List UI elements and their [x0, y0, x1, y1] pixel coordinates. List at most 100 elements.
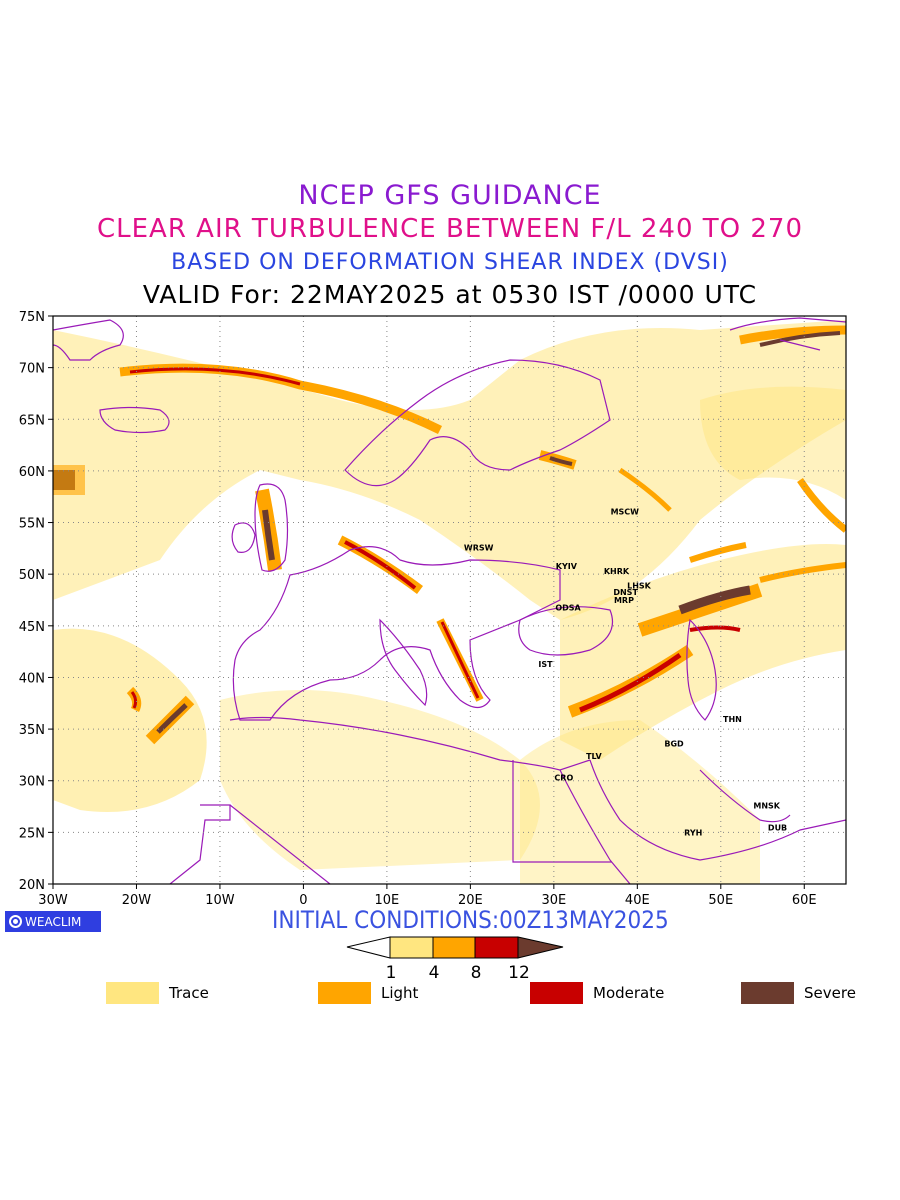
city-label-lhsk: LHSK — [627, 582, 652, 591]
legend-label-severe: Severe — [804, 984, 856, 1002]
red-sea-coast — [559, 769, 631, 884]
lat-lon-grid — [53, 316, 846, 884]
russia-coast — [729, 317, 846, 351]
moderate-streak — [129, 367, 301, 386]
persian-gulf-coast — [699, 769, 791, 823]
trace-area — [520, 720, 760, 884]
city-label-cro: CRO — [554, 774, 573, 783]
trace-area — [700, 386, 846, 500]
lon-tick-label: 10E — [375, 893, 400, 908]
scandinavia-coast — [344, 359, 611, 487]
moderate-streak — [130, 691, 138, 709]
city-label-kyiv: KYIV — [556, 562, 578, 571]
lat-tick-label: 45N — [19, 620, 45, 635]
legend-label-moderate: Moderate — [593, 984, 665, 1002]
city-label-mrp: MRP — [614, 596, 634, 605]
lat-tick-label: 30N — [19, 775, 45, 790]
lat-tick-label: 60N — [19, 465, 45, 480]
lat-tick-label: 65N — [19, 413, 45, 428]
lat-tick-label: 50N — [19, 568, 45, 583]
moderate-streak — [344, 540, 417, 590]
lat-tick-label: 35N — [19, 723, 45, 738]
lon-tick-label: 10W — [205, 893, 235, 908]
colorbar-tick: 4 — [429, 963, 440, 983]
colorbar-tick: 8 — [471, 963, 482, 983]
greenland-coast — [53, 319, 124, 361]
city-label-bgd: BGD — [664, 740, 684, 749]
severe-streak — [156, 703, 188, 734]
city-label-dub: DUB — [768, 823, 787, 832]
italy-coast — [379, 618, 428, 707]
colorbar-tick: 1 — [386, 963, 397, 983]
colorbar-segment-light — [432, 936, 476, 959]
light-streak — [797, 478, 846, 533]
valid-time-label: VALID For: 22MAY2025 at 0530 IST /0000 U… — [142, 280, 758, 309]
severe-streak — [262, 509, 275, 561]
turbulence-field — [53, 320, 846, 884]
chart-subtitle: CLEAR AIR TURBULENCE BETWEEN F/L 240 TO … — [96, 214, 804, 244]
severe-streak — [759, 331, 841, 347]
axis-ticks — [48, 315, 805, 889]
city-label-mnsk: MNSK — [753, 802, 780, 811]
city-label-khrk: KHRK — [604, 567, 630, 576]
lon-tick-label: 30E — [541, 893, 566, 908]
light-streak — [759, 562, 846, 583]
black-sea-coast — [518, 606, 614, 656]
light-streak — [689, 542, 747, 563]
lat-tick-label: 25N — [19, 826, 45, 841]
colorbar-high-arrow — [517, 936, 564, 959]
legend-swatch-severe — [741, 982, 794, 1004]
africa-border — [512, 760, 612, 863]
lat-tick-label: 75N — [19, 310, 45, 325]
trace-area — [560, 544, 846, 760]
weaclim-logo-icon — [9, 915, 22, 928]
city-label-dnst: DNST — [613, 588, 638, 597]
lon-tick-label: 60E — [792, 893, 817, 908]
lon-tick-label: 50E — [708, 893, 733, 908]
city-label-ryh: RYH — [684, 828, 702, 837]
lat-tick-label: 70N — [19, 362, 45, 377]
trace-area — [220, 690, 540, 870]
map-frame — [52, 315, 847, 885]
moderate-streak — [689, 625, 741, 632]
middle-east-coast — [589, 759, 846, 861]
city-label-thn: THN — [723, 715, 742, 724]
legend-swatch-moderate — [530, 982, 583, 1004]
africa-border — [169, 804, 231, 884]
longitude-labels: 30W 20W 10W 0 10E 20E 30E 40E 50E 60E — [38, 893, 816, 908]
lon-tick-label: 20W — [122, 893, 152, 908]
british-isles-coast — [231, 483, 289, 572]
lon-tick-label: 0 — [299, 893, 307, 908]
initial-conditions-label: INITIAL CONDITIONS:00Z13MAY2025 — [272, 906, 669, 934]
trace-area — [53, 320, 846, 620]
lat-tick-label: 40N — [19, 671, 45, 686]
latitude-labels: 75N 70N 65N 60N 55N 50N 45N 40N 35N 30N 25N 20N — [19, 310, 45, 893]
city-label-ist: IST — [538, 660, 553, 669]
colorbar-low-arrow — [346, 936, 391, 959]
lon-tick-label: 20E — [458, 893, 483, 908]
severe-streak — [678, 585, 751, 615]
light-streak — [618, 467, 672, 512]
colorbar-tick: 12 — [508, 963, 530, 983]
legend-swatch-trace — [106, 982, 159, 1004]
lon-tick-label: 40E — [625, 893, 650, 908]
lat-tick-label: 55N — [19, 517, 45, 532]
city-label-mscw: MSCW — [611, 507, 640, 516]
city-label-tlv: TLV — [586, 752, 602, 761]
colorbar: 1 4 8 12 — [346, 936, 564, 983]
trace-area — [53, 628, 207, 812]
weaclim-logo: WEACLIM — [5, 911, 101, 932]
caspian-coast — [686, 618, 717, 721]
legend-label-light: Light — [381, 984, 419, 1002]
moderate-streak — [440, 621, 480, 699]
north-africa-coast — [229, 716, 591, 771]
light-patch — [53, 465, 85, 495]
africa-border — [229, 804, 331, 884]
city-label-wrsw: WRSW — [464, 543, 494, 552]
logo-text: WEACLIM — [25, 914, 82, 929]
chart-title: NCEP GFS GUIDANCE — [298, 180, 602, 211]
legend-swatch-light — [318, 982, 371, 1004]
europe-coast — [232, 546, 561, 721]
moderate-streak — [579, 652, 682, 713]
